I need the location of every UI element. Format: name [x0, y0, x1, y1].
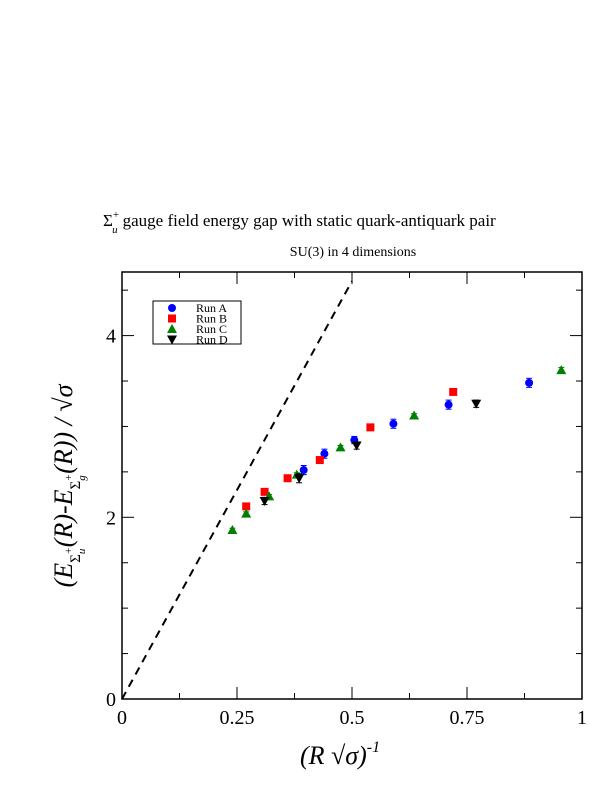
run-d-point: [294, 474, 305, 484]
legend-label-run-b: Run B: [196, 312, 227, 326]
x-tick-label: 1: [577, 707, 587, 729]
run-b-point: [242, 502, 251, 511]
run-b-point: [366, 423, 375, 432]
y-axis-label-text: (EΣu+(R)-EΣg+(R)) / √σ: [49, 383, 88, 587]
x-axis-label-exponent: -1: [367, 739, 380, 756]
run-a-series: [299, 377, 534, 476]
title-main: gauge field energy gap with static quark…: [123, 211, 496, 230]
legend-box: [152, 300, 242, 345]
y-tick-label: 4: [106, 326, 116, 348]
run-c-series: [227, 365, 567, 535]
reference-line: [121, 280, 353, 700]
dashed-reference-line: [121, 280, 353, 700]
x-tick-label: 0: [117, 707, 127, 729]
run-b-series: [242, 387, 458, 511]
tick-labels: 0 0.25 0.5 0.75 1 0 2 4: [106, 326, 587, 729]
x-tick-label: 0.75: [450, 707, 485, 729]
run-c-point: [241, 508, 252, 518]
legend-marker-run-b: [168, 314, 176, 323]
run-d-series: [259, 399, 482, 506]
run-b-point: [260, 487, 269, 496]
legend-label-run-d: Run D: [196, 333, 228, 347]
run-a-point: [444, 400, 453, 409]
run-b-point: [283, 474, 292, 483]
data-points: [227, 365, 567, 535]
legend-marker-run-d: [167, 335, 177, 345]
run-a-point: [320, 449, 329, 458]
axis-ticks: [121, 272, 583, 700]
run-a-point: [525, 378, 534, 387]
legend-marker-run-a: [168, 304, 176, 312]
run-c-point: [227, 525, 238, 535]
x-tick-label: 0.5: [340, 707, 365, 729]
title-symbol: Σ: [103, 211, 113, 230]
legend-label-run-a: Run A: [196, 301, 227, 315]
run-d-point: [471, 399, 482, 409]
chart-title: Σ+ u gauge field energy gap with static qu…: [103, 209, 496, 236]
run-b-point: [449, 387, 458, 396]
run-a-point: [299, 466, 308, 475]
y-tick-label: 0: [106, 689, 116, 711]
y-tick-label: 2: [106, 507, 116, 529]
x-tick-label: 0.25: [220, 707, 255, 729]
x-axis-label-main: (R √σ): [300, 741, 367, 770]
run-c-point: [556, 365, 567, 375]
run-c-point: [335, 442, 346, 452]
legend-label-run-c: Run C: [196, 322, 227, 336]
run-d-point: [351, 441, 362, 451]
run-a-point: [389, 419, 398, 428]
legend-marker-run-c: [167, 324, 177, 333]
x-axis-label: (R √σ)-1: [300, 739, 380, 770]
title-subscript: u: [112, 224, 118, 236]
chart-subtitle: SU(3) in 4 dimensions: [290, 245, 416, 260]
run-d-point: [259, 496, 270, 506]
title-superscript: +: [113, 209, 119, 221]
run-c-point: [409, 410, 420, 420]
y-axis-label: (EΣu+(R)-EΣg+(R)) / √σ: [49, 383, 88, 587]
run-b-point: [315, 456, 324, 465]
